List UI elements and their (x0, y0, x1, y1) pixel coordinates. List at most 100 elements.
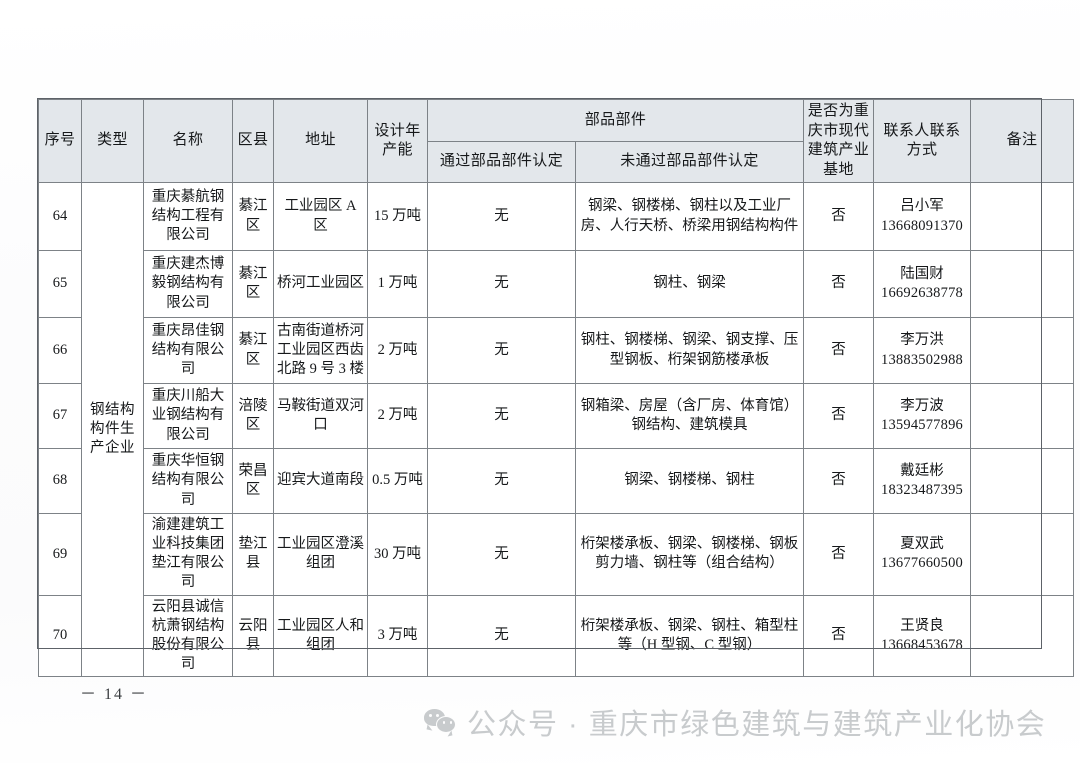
header-address: 地址 (273, 99, 368, 183)
cell-contact: 王贤良 13668453678 (873, 594, 972, 677)
table-header: 序号 类型 名称 区县 地址 设计年产能 部品部件 是否为重庆市现代建筑产业基地… (38, 99, 1075, 183)
table-row: 69 渝建建筑工业科技集团垫江有限公司 垫江县 工业园区澄溪组团 30 万吨 无… (38, 513, 1075, 596)
cell-address: 迎宾大道南段 (273, 448, 368, 514)
cell-seq: 69 (38, 513, 82, 596)
cell-seq: 70 (38, 594, 82, 677)
cell-contact: 吕小军 13668091370 (873, 182, 972, 251)
cell-capacity: 15 万吨 (367, 182, 428, 251)
cell-district: 荣昌区 (232, 448, 274, 514)
contact-phone: 13883502988 (881, 351, 963, 368)
cell-base: 否 (803, 594, 875, 677)
cell-district: 垫江县 (232, 513, 274, 596)
cell-not-passed: 桁架楼承板、钢梁、钢楼梯、钢板剪力墙、钢柱等（组合结构） (574, 513, 805, 596)
cell-name: 重庆川船大业钢结构有限公司 (143, 383, 233, 449)
cell-passed: 无 (427, 594, 576, 677)
header-remark: 备注 (970, 99, 1075, 183)
table-row: 66 重庆昂佳钢结构有限公司 綦江区 古南街道桥河工业园区西齿北路 9 号 3 … (38, 317, 1075, 384)
contact-phone: 13594577896 (881, 417, 963, 433)
cell-capacity: 30 万吨 (367, 513, 428, 596)
cell-capacity: 2 万吨 (367, 383, 428, 449)
cell-address: 工业园区 A 区 (273, 182, 368, 251)
cell-passed: 无 (427, 448, 576, 514)
cell-contact: 李万波 13594577896 (873, 383, 972, 449)
cell-base: 否 (803, 383, 875, 449)
cell-passed: 无 (427, 182, 576, 251)
header-district: 区县 (232, 99, 274, 183)
contact-name: 戴廷彬 (900, 462, 944, 479)
contact-phone: 13677660500 (881, 555, 963, 572)
cell-remark (970, 182, 1075, 251)
cell-contact: 李万洪 13883502988 (873, 317, 972, 384)
cell-name: 重庆建杰博毅钢结构有限公司 (143, 250, 233, 318)
header-row-top: 序号 类型 名称 区县 地址 设计年产能 部品部件 是否为重庆市现代建筑产业基地… (38, 99, 1075, 183)
cell-remark (970, 513, 1075, 596)
cell-base: 否 (803, 182, 875, 251)
header-component-group: 部品部件 (426, 99, 805, 142)
table-row: 67 重庆川船大业钢结构有限公司 涪陵区 马鞍街道双河口 2 万吨 无 钢箱梁、… (38, 383, 1075, 449)
header-contact: 联系人联系方式 (873, 99, 972, 183)
cell-seq: 68 (38, 448, 82, 514)
contact-name: 王贤良 (900, 617, 944, 634)
header-capacity: 设计年产能 (367, 99, 428, 183)
cell-passed: 无 (427, 317, 576, 384)
cell-type-merged: 钢结构构件生产企业 (81, 182, 144, 677)
cell-remark (970, 594, 1075, 677)
cell-contact: 陆国财 16692638778 (873, 250, 972, 318)
header-base: 是否为重庆市现代建筑产业基地 (803, 99, 875, 183)
page-number: － 14 － (80, 686, 149, 703)
cell-base: 否 (803, 448, 875, 514)
header-passed: 通过部品部件认定 (427, 140, 576, 183)
cell-contact: 戴廷彬 18323487395 (873, 448, 972, 514)
cell-passed: 无 (427, 513, 576, 596)
cell-name: 渝建建筑工业科技集团垫江有限公司 (143, 513, 233, 596)
cell-remark (970, 317, 1075, 384)
cell-address: 古南街道桥河工业园区西齿北路 9 号 3 楼 (273, 317, 368, 384)
cell-district: 云阳县 (232, 594, 274, 677)
contact-name: 夏双武 (900, 536, 944, 553)
cell-district: 涪陵区 (232, 383, 274, 449)
cell-seq: 66 (38, 317, 82, 384)
cell-not-passed: 钢箱梁、房屋（含厂房、体育馆）钢结构、建筑模具 (574, 383, 805, 449)
cell-address: 桥河工业园区 (273, 250, 368, 318)
cell-name: 重庆华恒钢结构有限公司 (143, 448, 233, 514)
table-row: 64 钢结构构件生产企业 重庆綦航钢结构工程有限公司 綦江区 工业园区 A 区 … (38, 182, 1075, 677)
header-name: 名称 (143, 99, 233, 183)
contact-phone: 18323487395 (881, 482, 963, 498)
cell-passed: 无 (427, 383, 576, 449)
cell-capacity: 1 万吨 (367, 250, 428, 318)
header-seq: 序号 (38, 99, 82, 183)
table-row: 70 云阳县诚信杭萧钢结构股份有限公司 云阳县 工业园区人和组团 3 万吨 无 … (38, 594, 1075, 677)
contact-name: 李万波 (900, 397, 944, 414)
contact-phone: 16692638778 (881, 285, 963, 301)
cell-not-passed: 钢柱、钢梁 (574, 250, 805, 318)
cell-remark (970, 250, 1075, 318)
cell-name: 云阳县诚信杭萧钢结构股份有限公司 (143, 594, 233, 677)
contact-name: 李万洪 (900, 332, 944, 349)
contact-phone: 13668453678 (881, 636, 963, 653)
header-not-passed: 未通过部品部件认定 (574, 140, 805, 183)
cell-not-passed: 钢梁、钢楼梯、钢柱以及工业厂房、人行天桥、桥梁用钢结构构件 (574, 182, 805, 251)
cell-district: 綦江区 (232, 317, 274, 384)
cell-address: 工业园区人和组团 (273, 594, 368, 677)
contact-name: 吕小军 (900, 198, 944, 215)
cell-not-passed: 桁架楼承板、钢梁、钢柱、箱型柱等（H 型钢、C 型钢） (574, 594, 805, 677)
cell-contact: 夏双武 13677660500 (873, 513, 972, 596)
wechat-icon (424, 708, 456, 736)
watermark-text: 公众号 · 重庆市绿色建筑与建筑产业化协会 (467, 709, 1047, 741)
cell-not-passed: 钢梁、钢楼梯、钢柱 (574, 448, 805, 514)
watermark: 公众号 · 重庆市绿色建筑与建筑产业化协会 (424, 701, 1046, 743)
contact-phone: 13668091370 (881, 217, 963, 234)
table-row: 65 重庆建杰博毅钢结构有限公司 綦江区 桥河工业园区 1 万吨 无 钢柱、钢梁… (38, 250, 1075, 318)
cell-name: 重庆昂佳钢结构有限公司 (143, 317, 233, 384)
cell-seq: 65 (38, 250, 82, 318)
cell-remark (970, 448, 1075, 514)
header-type: 类型 (81, 99, 144, 183)
cell-district: 綦江区 (232, 182, 274, 251)
cell-base: 否 (803, 250, 875, 318)
cell-capacity: 0.5 万吨 (367, 448, 428, 514)
cell-district: 綦江区 (232, 250, 274, 318)
cell-name: 重庆綦航钢结构工程有限公司 (143, 182, 233, 251)
enterprise-table-container: 序号 类型 名称 区县 地址 设计年产能 部品部件 是否为重庆市现代建筑产业基地… (38, 99, 1075, 677)
table-row: 68 重庆华恒钢结构有限公司 荣昌区 迎宾大道南段 0.5 万吨 无 钢梁、钢楼… (38, 448, 1075, 514)
